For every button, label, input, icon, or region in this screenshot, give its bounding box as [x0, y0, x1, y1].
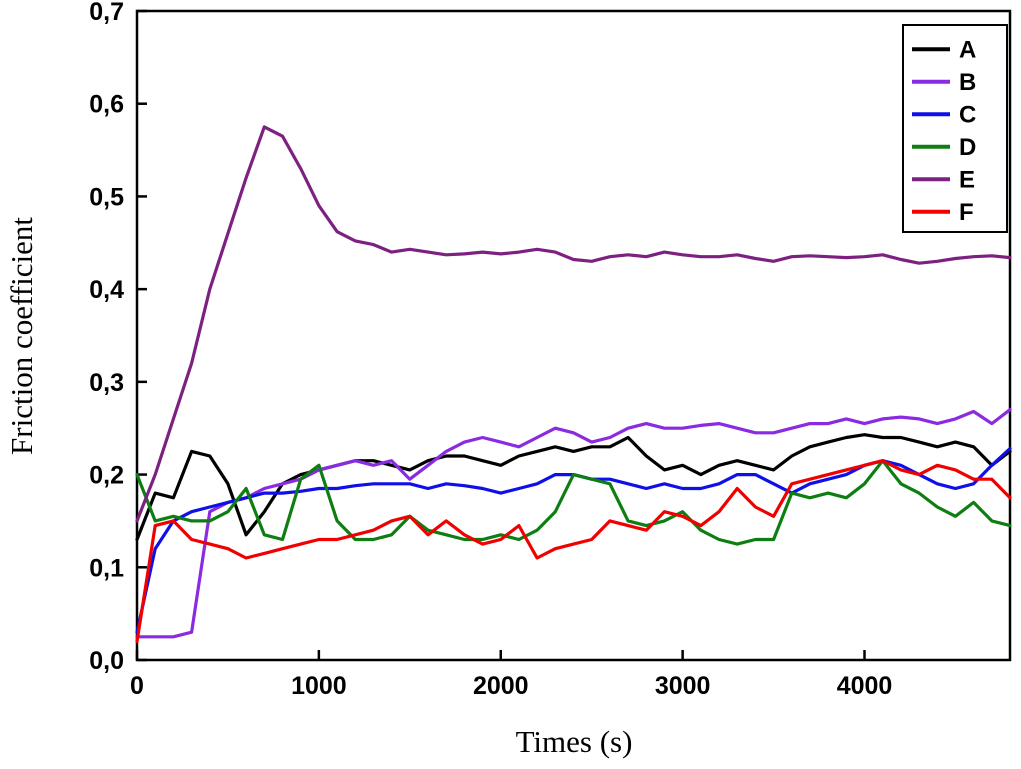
x-tick-label: 1000	[291, 672, 347, 700]
y-tick-label: 0,7	[89, 0, 124, 26]
x-tick-label: 4000	[837, 672, 893, 700]
series-line-D	[135, 459, 1012, 546]
plot-frame	[135, 9, 1012, 662]
legend-label-F: F	[959, 199, 974, 226]
legend-label-C: C	[959, 101, 976, 128]
series-line-F	[135, 459, 1012, 644]
y-tick-label: 0,3	[89, 369, 124, 397]
x-tick-label: 2000	[473, 672, 529, 700]
legend-label-B: B	[959, 69, 976, 96]
series-line-B	[135, 408, 1012, 639]
y-axis-title: Friction coefficient	[4, 217, 39, 455]
legend-label-D: D	[959, 134, 976, 161]
y-tick-label: 0,2	[89, 462, 124, 490]
y-tick-label: 0,1	[89, 554, 124, 582]
series-line-E	[135, 125, 1012, 523]
y-tick-label: 0,5	[89, 183, 124, 211]
legend-label-A: A	[959, 36, 976, 63]
plot-layer: 0,0 0,1 0,2 0,3 0,4 0,5 0,6 0,7 0 1000 2000 3000 400…	[89, 0, 1012, 700]
x-tick-label: 0	[130, 672, 144, 700]
y-tick-label: 0,4	[89, 276, 124, 304]
y-tick-label: 0,6	[89, 91, 124, 119]
y-tick-label: 0,0	[89, 647, 124, 675]
x-axis-title: Times (s)	[516, 724, 633, 759]
legend-box	[902, 24, 1008, 233]
legend-label-E: E	[959, 166, 975, 193]
x-tick-label: 3000	[655, 672, 711, 700]
